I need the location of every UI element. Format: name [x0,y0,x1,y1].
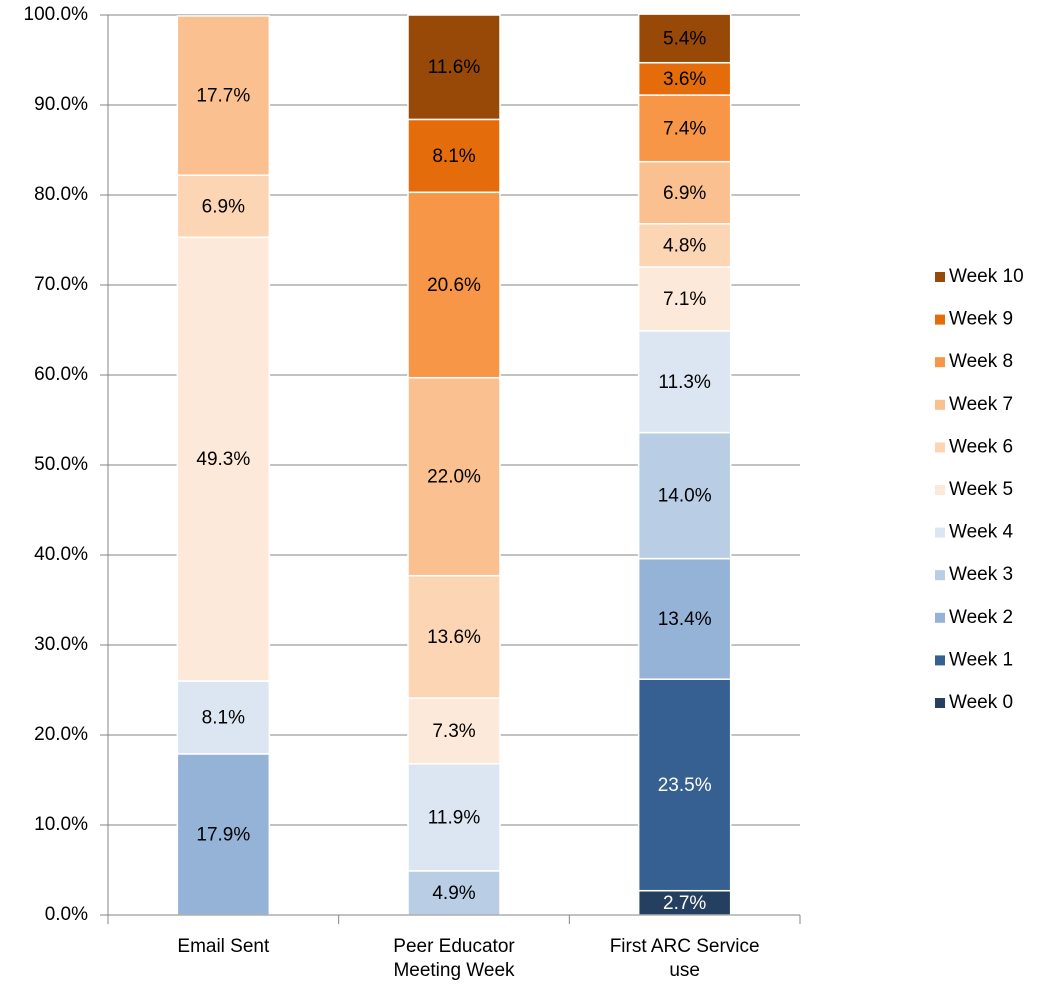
data-label: 4.9% [432,883,475,904]
data-label: 7.1% [663,289,706,310]
bar-segment [637,678,732,892]
data-label: 7.3% [432,721,475,742]
bar-segment [407,697,501,765]
legend-label: Week 0 [949,692,1013,713]
legend-swatch [935,527,945,538]
y-tick-label: 40.0% [34,544,88,565]
bar-segment [637,13,732,64]
legend-label: Week 10 [949,266,1024,287]
data-label: 7.4% [663,118,706,139]
legend-label: Week 5 [949,479,1013,500]
bar-segment [407,376,501,577]
data-label: 11.9% [428,807,481,828]
data-label: 20.6% [427,275,481,296]
legend-swatch [935,442,945,453]
data-label: 23.5% [658,775,712,796]
legend-label: Week 3 [949,564,1013,585]
legend-swatch [935,399,945,410]
bar-segment [637,160,732,225]
data-label: 17.9% [196,824,250,845]
data-label: 4.8% [663,235,706,256]
y-tick-label: 90.0% [34,94,88,115]
legend-label: Week 7 [949,394,1013,415]
bar-segment [407,118,501,194]
data-label: 8.1% [432,146,475,167]
y-tick-label: 80.0% [34,184,88,205]
legend-label: Week 6 [949,436,1013,457]
data-label: 49.3% [196,449,250,470]
bar-segment [407,191,501,379]
legend-swatch [935,698,945,708]
x-tick-label: Email Sent [177,936,270,957]
y-tick-label: 30.0% [34,634,88,655]
data-label: 6.9% [663,183,706,204]
bar-segment [176,753,271,916]
bar-segment [637,431,732,560]
data-label: 17.7% [196,86,250,107]
data-label: 13.4% [658,609,712,630]
data-label: 11.3% [658,372,711,393]
data-label: 13.6% [427,627,481,648]
bar-segment [637,557,732,680]
bar-segment [176,680,271,755]
x-tick-label: First ARC Service use [609,936,760,981]
y-tick-label: 0.0% [45,904,88,925]
y-tick-label: 100.0% [24,4,89,25]
bar-segment [637,223,732,268]
legend-label: Week 8 [949,351,1013,372]
y-tick-label: 10.0% [34,814,88,835]
data-label: 14.0% [658,486,712,507]
y-tick-label: 70.0% [34,274,88,295]
data-label: 22.0% [427,467,481,488]
bar-segment [407,14,501,121]
legend-label: Week 4 [949,522,1014,543]
y-tick-label: 50.0% [34,454,88,475]
legend-label: Week 9 [949,309,1013,330]
bar-segment [176,174,271,239]
y-tick-label: 60.0% [34,364,88,385]
bar-segment [637,61,732,96]
legend-swatch [935,655,945,666]
legend-swatch [935,314,945,325]
legend-swatch [935,357,945,368]
x-tick-label: Peer Educator Meeting Week [393,936,515,981]
legend-swatch [935,272,945,282]
bar-segment [407,574,501,699]
bar-segment [407,763,501,872]
data-label: 3.6% [663,69,706,90]
bar-segment [637,94,732,163]
y-tick-label: 20.0% [34,724,88,745]
bar-segment [176,15,271,176]
data-label: 2.7% [663,893,706,914]
bar-segment [176,236,271,682]
data-label: 8.1% [202,707,245,728]
legend-swatch [935,485,945,495]
legend-label: Week 1 [949,649,1013,670]
legend-label: Week 2 [949,607,1013,628]
legend-swatch [935,612,945,623]
legend-swatch [935,570,945,581]
data-label: 6.9% [202,196,245,217]
bar-segment [407,870,501,916]
data-label: 5.4% [663,28,706,49]
data-label: 11.6% [428,57,481,78]
